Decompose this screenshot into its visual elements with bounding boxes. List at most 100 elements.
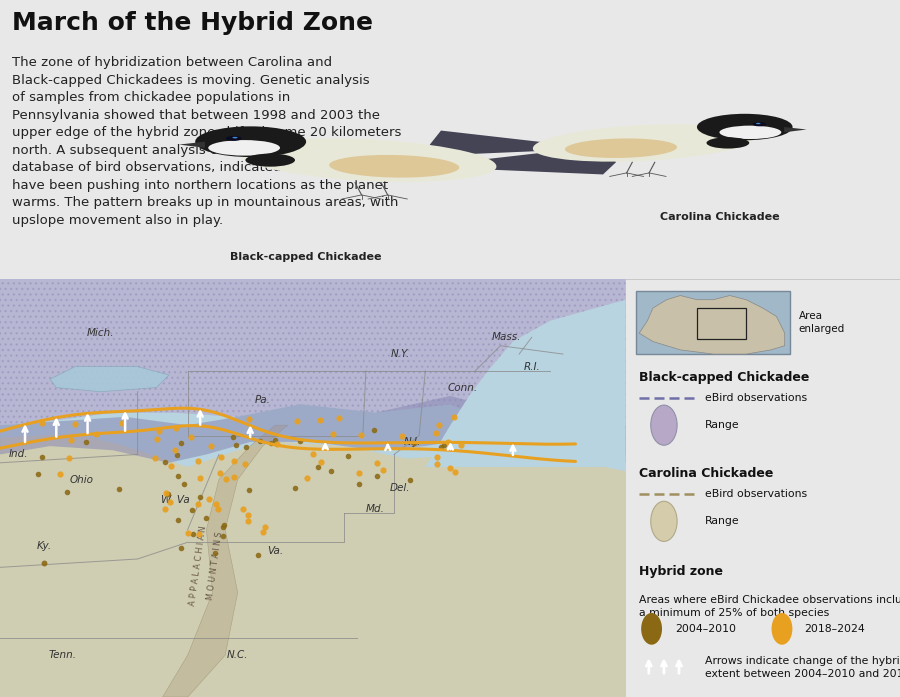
Point [68, 418, 82, 429]
Point [34, 418, 49, 429]
Point [191, 456, 205, 467]
Text: N.C.: N.C. [227, 650, 248, 660]
Point [184, 431, 198, 443]
Point [174, 542, 188, 553]
Point [352, 468, 366, 479]
Circle shape [226, 136, 241, 141]
Point [241, 515, 256, 526]
Circle shape [651, 405, 677, 445]
Ellipse shape [548, 128, 716, 151]
Point [447, 466, 462, 477]
Polygon shape [0, 434, 626, 697]
Text: Ky.: Ky. [36, 542, 51, 551]
Point [193, 491, 207, 503]
Point [267, 435, 282, 446]
Point [238, 459, 252, 470]
Point [34, 452, 49, 463]
Point [167, 444, 182, 455]
Point [240, 510, 255, 521]
Point [407, 437, 421, 448]
Point [265, 437, 279, 448]
Polygon shape [430, 130, 565, 155]
Polygon shape [163, 425, 288, 697]
Circle shape [651, 501, 677, 542]
Point [150, 434, 165, 445]
Point [169, 422, 184, 434]
Point [186, 529, 201, 540]
Point [324, 466, 338, 477]
Text: Tenn.: Tenn. [49, 650, 76, 660]
Text: Pa.: Pa. [255, 395, 271, 405]
Circle shape [752, 122, 766, 126]
Point [174, 438, 188, 449]
Polygon shape [179, 141, 205, 148]
Point [37, 558, 51, 569]
Text: eBird observations: eBird observations [705, 489, 807, 499]
Text: Arrows indicate change of the hybrid zone
extent between 2004–2010 and 2018–2024: Arrows indicate change of the hybrid zon… [705, 656, 900, 680]
Point [443, 462, 457, 473]
Text: The zone of hybridization between Carolina and
Black-capped Chickadees is moving: The zone of hybridization between Caroli… [12, 56, 421, 227]
Point [341, 450, 356, 461]
Point [78, 436, 93, 447]
Text: March of the Hybrid Zone: March of the Hybrid Zone [12, 11, 373, 36]
Point [446, 411, 461, 422]
Point [436, 440, 451, 451]
Point [326, 429, 340, 440]
Point [313, 457, 328, 468]
Point [403, 474, 418, 485]
Point [176, 478, 191, 489]
Point [310, 461, 325, 473]
Point [227, 456, 241, 467]
Polygon shape [639, 296, 785, 354]
Text: Carolina Chickadee: Carolina Chickadee [639, 467, 774, 480]
Point [151, 425, 166, 436]
Point [434, 441, 448, 452]
Text: Conn.: Conn. [448, 383, 478, 392]
Text: R.I.: R.I. [523, 362, 540, 372]
Point [250, 549, 265, 560]
Point [290, 415, 304, 427]
Point [171, 514, 185, 526]
Circle shape [232, 137, 238, 139]
Point [161, 488, 176, 499]
Text: Mass.: Mass. [492, 332, 521, 342]
Point [352, 478, 366, 489]
Point [59, 486, 74, 497]
Point [301, 473, 315, 484]
Ellipse shape [706, 137, 749, 148]
Point [112, 484, 126, 495]
Text: Carolina Chickadee: Carolina Chickadee [661, 212, 779, 222]
Point [253, 436, 267, 447]
Text: A P P A L A C H I A N
  M O U N T A I N S: A P P A L A C H I A N M O U N T A I N S [188, 526, 224, 609]
Point [257, 521, 272, 533]
Point [169, 450, 184, 461]
Point [242, 413, 256, 424]
Ellipse shape [329, 155, 459, 178]
Text: Mich.: Mich. [86, 328, 113, 338]
Point [269, 438, 284, 450]
Point [159, 488, 174, 499]
Point [208, 548, 222, 559]
Point [429, 428, 444, 439]
Point [114, 418, 129, 429]
Point [429, 451, 444, 462]
Point [158, 456, 172, 467]
Point [211, 503, 225, 514]
Point [164, 461, 178, 472]
Point [214, 451, 229, 462]
Point [171, 470, 185, 482]
Text: Hybrid zone: Hybrid zone [639, 565, 724, 579]
Text: Ohio: Ohio [69, 475, 94, 484]
Polygon shape [0, 279, 626, 454]
Polygon shape [0, 396, 626, 463]
Point [366, 424, 381, 436]
Point [293, 436, 308, 447]
Point [216, 530, 230, 542]
Ellipse shape [697, 114, 793, 140]
Point [376, 465, 391, 476]
Ellipse shape [195, 126, 306, 157]
Point [370, 458, 384, 469]
Point [440, 437, 454, 448]
Point [89, 429, 104, 440]
Point [217, 519, 231, 530]
